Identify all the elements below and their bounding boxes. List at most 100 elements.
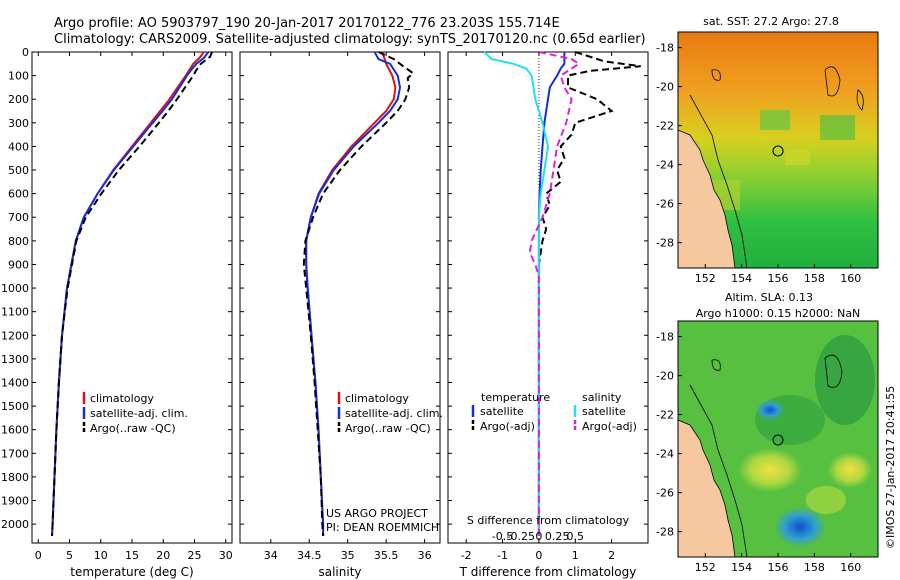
salinity-xlabel: salinity (318, 565, 361, 579)
sla-map-title-2: Argo h1000: 0.15 h2000: NaN (696, 307, 861, 320)
legend-satellite-label: satellite-adj. clim. (345, 407, 443, 420)
sla-contour (824, 354, 843, 388)
x-tick-label: 30 (219, 549, 233, 562)
s-tick-label: -0.5 (492, 530, 513, 543)
project-annotation: US ARGO PROJECT (326, 507, 428, 520)
x-tick-label: 36 (418, 549, 432, 562)
sst-patch (820, 115, 855, 140)
temperature-plot-frame (31, 51, 233, 544)
sla-patch (774, 507, 826, 547)
x-tick-label: 34.5 (297, 549, 322, 562)
depth-tick-label: 1700 (1, 447, 29, 460)
sst-map: sat. SST: 27.2 Argo: 27.8 152 154 156 158 16… (656, 15, 879, 285)
depth-tick-label: 1500 (1, 400, 29, 413)
x-tick-label: 0 (35, 549, 42, 562)
sst-contour (856, 89, 864, 111)
legend-t-satellite-label: satellite (480, 405, 524, 418)
map-x-tick-label: 158 (804, 561, 825, 574)
depth-tick-label: 600 (8, 188, 29, 201)
imos-timestamp: ©IMOS 27-Jan-2017 20:41:55 (884, 386, 897, 549)
depth-tick-label: 900 (8, 258, 29, 271)
salinity-plot-frame (239, 51, 441, 544)
x-tick-label: 15 (125, 549, 139, 562)
depth-tick-label: 100 (8, 70, 29, 83)
legend-s-satellite-label: satellite (582, 405, 626, 418)
depth-tick-label: 800 (8, 235, 29, 248)
legend-climatology-label: climatology (345, 392, 409, 405)
series-satellite-adj-clim- (51, 51, 210, 536)
sla-patch (738, 448, 802, 492)
depth-axis: 0 100 200 300 400 500 600 700 800 900 1000 1100 1200… (1, 46, 648, 531)
x-tick-label: 35 (341, 549, 355, 562)
map-y-tick-label: -24 (656, 159, 674, 172)
map-x-tick-label: 156 (768, 272, 789, 285)
depth-tick-label: 0 (22, 46, 29, 59)
depth-tick-label: 200 (8, 93, 29, 106)
legend-s-argo-label: Argo(-adj) (582, 420, 637, 433)
s-difference-label: S difference from climatology (467, 514, 630, 527)
legend-temperature-title: temperature (481, 391, 550, 404)
sla-patch (756, 400, 784, 420)
map-x-tick-label: 152 (695, 561, 716, 574)
sst-patch (760, 110, 790, 130)
sst-contour (711, 69, 721, 81)
depth-tick-label: 500 (8, 164, 29, 177)
map-x-tick-label: 160 (840, 272, 861, 285)
map-y-tick-label: -26 (656, 198, 674, 211)
sla-patch (828, 452, 872, 488)
map-x-tick-label: 156 (768, 561, 789, 574)
temperature-xlabel: temperature (deg C) (70, 565, 193, 579)
x-tick-label: 2 (608, 549, 615, 562)
map-y-tick-label: -28 (656, 526, 674, 539)
depth-tick-label: 1200 (1, 329, 29, 342)
sla-map: Altim. SLA: 0.13 Argo h1000: 0.15 h2000:… (656, 291, 879, 574)
sla-patch (806, 486, 846, 514)
series-t-argo-adj- (537, 51, 641, 536)
sla-contour (711, 359, 721, 371)
legend-salinity-title: salinity (582, 391, 622, 404)
salinity-panel: 34 34.5 35 35.5 36 salinity climatology sate… (239, 51, 443, 579)
sla-map-title-1: Altim. SLA: 0.13 (725, 291, 813, 304)
depth-tick-label: 400 (8, 140, 29, 153)
difference-plot-frame (447, 51, 649, 544)
map-y-tick-label: -22 (656, 409, 674, 422)
t-difference-label: T difference from climatology (459, 565, 637, 579)
map-y-tick-label: -20 (656, 370, 674, 383)
map-x-tick-label: 154 (731, 272, 752, 285)
depth-tick-label: 300 (8, 117, 29, 130)
sst-contour (824, 66, 841, 97)
map-y-tick-label: -22 (656, 120, 674, 133)
pi-annotation: PI: DEAN ROEMMICH (326, 521, 439, 534)
map-x-tick-label: 158 (804, 272, 825, 285)
x-tick-label: 0 (535, 549, 542, 562)
argo-float-marker (772, 434, 784, 446)
x-tick-label: 20 (156, 549, 170, 562)
legend-argo-label: Argo(..raw -QC) (345, 422, 431, 435)
series-argo-raw-qc- (51, 51, 213, 536)
x-tick-label: 35.5 (374, 549, 399, 562)
argo-float-marker (772, 145, 784, 157)
depth-tick-label: 1400 (1, 376, 29, 389)
x-tick-label: 5 (66, 549, 73, 562)
map-x-tick-label: 154 (731, 561, 752, 574)
series-satellite-adj-clim- (305, 51, 402, 536)
map-x-tick-label: 160 (840, 561, 861, 574)
x-tick-label: 25 (188, 549, 202, 562)
s-tick-label: 0.25 (545, 530, 570, 543)
s-tick-label: 0 (535, 530, 542, 543)
sla-contour (689, 384, 748, 558)
legend-t-argo-label: Argo(-adj) (480, 420, 535, 433)
depth-tick-label: 1800 (1, 471, 29, 484)
legend-argo-label: Argo(..raw -QC) (90, 422, 176, 435)
sst-map-title: sat. SST: 27.2 Argo: 27.8 (703, 15, 839, 28)
depth-tick-label: 1300 (1, 353, 29, 366)
depth-tick-label: 1600 (1, 424, 29, 437)
legend-satellite-label: satellite-adj. clim. (90, 407, 188, 420)
map-y-tick-label: -18 (656, 42, 674, 55)
difference-panel: -2 -1 0 1 2 -0.5-0.25 0 0.250.5 S difference f… (447, 51, 649, 579)
salinity-legend: climatology satellite-adj. clim. Argo(..… (337, 392, 443, 435)
x-tick-label: -1 (497, 549, 508, 562)
sst-patch (785, 150, 810, 165)
map-y-tick-label: -28 (656, 237, 674, 250)
